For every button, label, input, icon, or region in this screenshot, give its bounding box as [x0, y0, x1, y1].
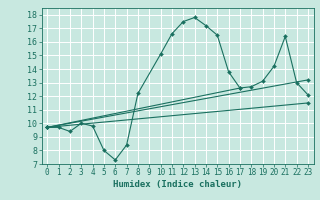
- X-axis label: Humidex (Indice chaleur): Humidex (Indice chaleur): [113, 180, 242, 189]
